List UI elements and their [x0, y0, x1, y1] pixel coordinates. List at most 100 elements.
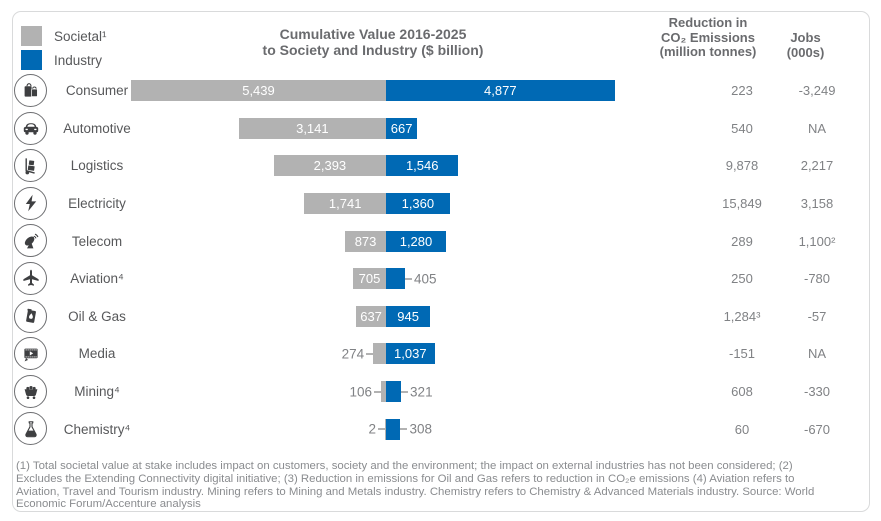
jobs-column-header: Jobs (000s)	[758, 30, 853, 60]
industry-bar-value: 945	[397, 308, 419, 324]
co2-reduction-value: 540	[731, 120, 753, 136]
industry-bar: 667	[386, 117, 418, 139]
industry-leader-line	[401, 390, 409, 393]
industry-row: Logistics 2,393 1,546 9,878 2,217	[13, 147, 869, 185]
industry-bar: 4,877	[386, 80, 615, 102]
mine-cart-icon	[14, 374, 47, 408]
co2-header-line3: (million tonnes)	[659, 44, 757, 59]
legend-label-industry: Industry	[54, 52, 103, 68]
shopping-bags-icon	[14, 74, 47, 107]
societal-bar-value: 705	[358, 271, 381, 287]
industry-bar-value-outside: 321	[410, 384, 433, 400]
jobs-value: NA	[807, 346, 827, 362]
row-label: Electricity	[68, 196, 126, 212]
co2-column-header: Reduction in CO₂ Emissions (million tonn…	[626, 15, 790, 60]
legend-item-industry: Industry	[21, 48, 107, 72]
co2-reduction-value: 9,878	[725, 158, 759, 174]
jobs-value: -57	[807, 308, 827, 324]
industry-bar	[386, 381, 402, 403]
societal-leader-line	[374, 390, 382, 393]
societal-bar: 2,393	[273, 155, 386, 177]
co2-reduction-value: 1,284³	[723, 308, 761, 324]
co2-reduction-value: -151	[728, 346, 756, 362]
industry-bar-value-outside: 308	[409, 421, 432, 437]
societal-bar-value: 637	[360, 308, 382, 324]
jobs-value: NA	[807, 120, 827, 136]
legend-label-societal: Societal¹	[54, 28, 107, 44]
industry-bar-value: 1,037	[394, 346, 427, 362]
societal-bar	[381, 381, 386, 403]
lightning-icon	[14, 186, 47, 220]
societal-bar: 3,141	[238, 117, 386, 139]
societal-bar: 1,741	[304, 193, 386, 215]
industry-row: Consumer 5,439 4,877 223 -3,249	[13, 72, 869, 110]
jobs-value: 2,217	[800, 158, 834, 174]
societal-bar-value-outside: 106	[349, 384, 373, 400]
industry-bar-value: 1,546	[405, 158, 439, 174]
jobs-value: 1,100²	[798, 233, 836, 249]
industry-bar-value-outside: 405	[413, 271, 437, 287]
jobs-value: -3,249	[798, 83, 836, 99]
industry-bar: 1,546	[386, 155, 459, 177]
industry-row: Mining⁴ 106 321 608 -330	[13, 373, 869, 411]
societal-bar: 705	[352, 268, 386, 290]
societal-bar-value: 873	[354, 233, 377, 249]
industry-row: Oil & Gas 637 945 1,284³ -57	[13, 298, 869, 336]
co2-reduction-value: 608	[731, 384, 753, 400]
jobs-value: -670	[803, 421, 831, 437]
societal-bar-value: 5,439	[242, 83, 275, 99]
societal-bar-value: 3,141	[296, 120, 329, 136]
societal-bar: 5,439	[131, 80, 386, 102]
jobs-value: 3,158	[800, 196, 834, 212]
jobs-header-line1: Jobs	[790, 30, 821, 45]
industry-bar-value: 667	[390, 120, 413, 136]
societal-bar-value: 1,741	[328, 196, 362, 212]
chart-card: Societal¹ Industry Cumulative Value 2016…	[12, 11, 870, 512]
co2-reduction-value: 289	[731, 233, 753, 249]
industry-bar: 945	[386, 305, 431, 327]
legend-item-societal: Societal¹	[21, 24, 107, 48]
societal-bar	[373, 343, 386, 365]
hand-truck-icon	[14, 149, 47, 183]
chart-rows: Consumer 5,439 4,877 223 -3,249 Automoti…	[13, 72, 869, 448]
co2-header-line1: Reduction in	[668, 15, 748, 30]
row-label: Oil & Gas	[68, 308, 126, 324]
footnote: (1) Total societal value at stake includ…	[16, 460, 866, 511]
industry-row: Aviation⁴ 705 405 250 -780	[13, 260, 869, 298]
societal-bar	[385, 418, 386, 440]
societal-bar-value-outside: 274	[341, 346, 365, 362]
footnote-line4: Economic Forum/Accenture analysis	[16, 498, 201, 511]
jobs-value: -330	[803, 384, 831, 400]
footnote-line1: (1) Total societal value at stake includ…	[16, 460, 793, 472]
societal-bar: 637	[356, 305, 386, 327]
co2-reduction-value: 250	[731, 271, 753, 287]
footnote-line3: Aviation, Travel and Tourism industry. M…	[16, 485, 815, 498]
societal-leader-line	[366, 352, 374, 355]
industry-bar: 1,360	[386, 193, 450, 215]
chart-title-line2: to Society and Industry ($ billion)	[262, 42, 484, 58]
airplane-icon	[14, 261, 47, 295]
industry-bar-value: 1,280	[399, 233, 433, 249]
industry-row: Automotive 3,141 667 540 NA	[13, 110, 869, 148]
row-label: Automotive	[63, 120, 131, 136]
industry-bar-value: 4,877	[484, 83, 517, 99]
car-icon	[14, 111, 47, 145]
industry-row: Telecom 873 1,280 289 1,100²	[13, 222, 869, 260]
footnote-line2: Excludes the Extending Connectivity digi…	[16, 472, 795, 485]
row-label: Mining⁴	[74, 384, 120, 400]
industry-bar: 1,037	[386, 343, 435, 365]
row-label: Logistics	[70, 158, 124, 174]
jobs-header-line2: (000s)	[786, 44, 825, 60]
co2-header-line2: CO₂ Emissions	[661, 29, 755, 45]
societal-bar-value-outside: 2	[368, 421, 376, 437]
chart-title-line1: Cumulative Value 2016-2025	[279, 26, 467, 42]
satellite-dish-icon	[14, 224, 47, 258]
co2-reduction-value: 223	[731, 83, 753, 99]
row-label: Telecom	[71, 233, 123, 249]
industry-bar	[386, 268, 405, 290]
chart-title: Cumulative Value 2016-2025 to Society an…	[148, 26, 598, 58]
industry-bar	[386, 418, 401, 440]
industry-leader-line	[404, 277, 412, 280]
row-label: Chemistry⁴	[63, 421, 131, 437]
societal-bar: 873	[345, 230, 386, 252]
